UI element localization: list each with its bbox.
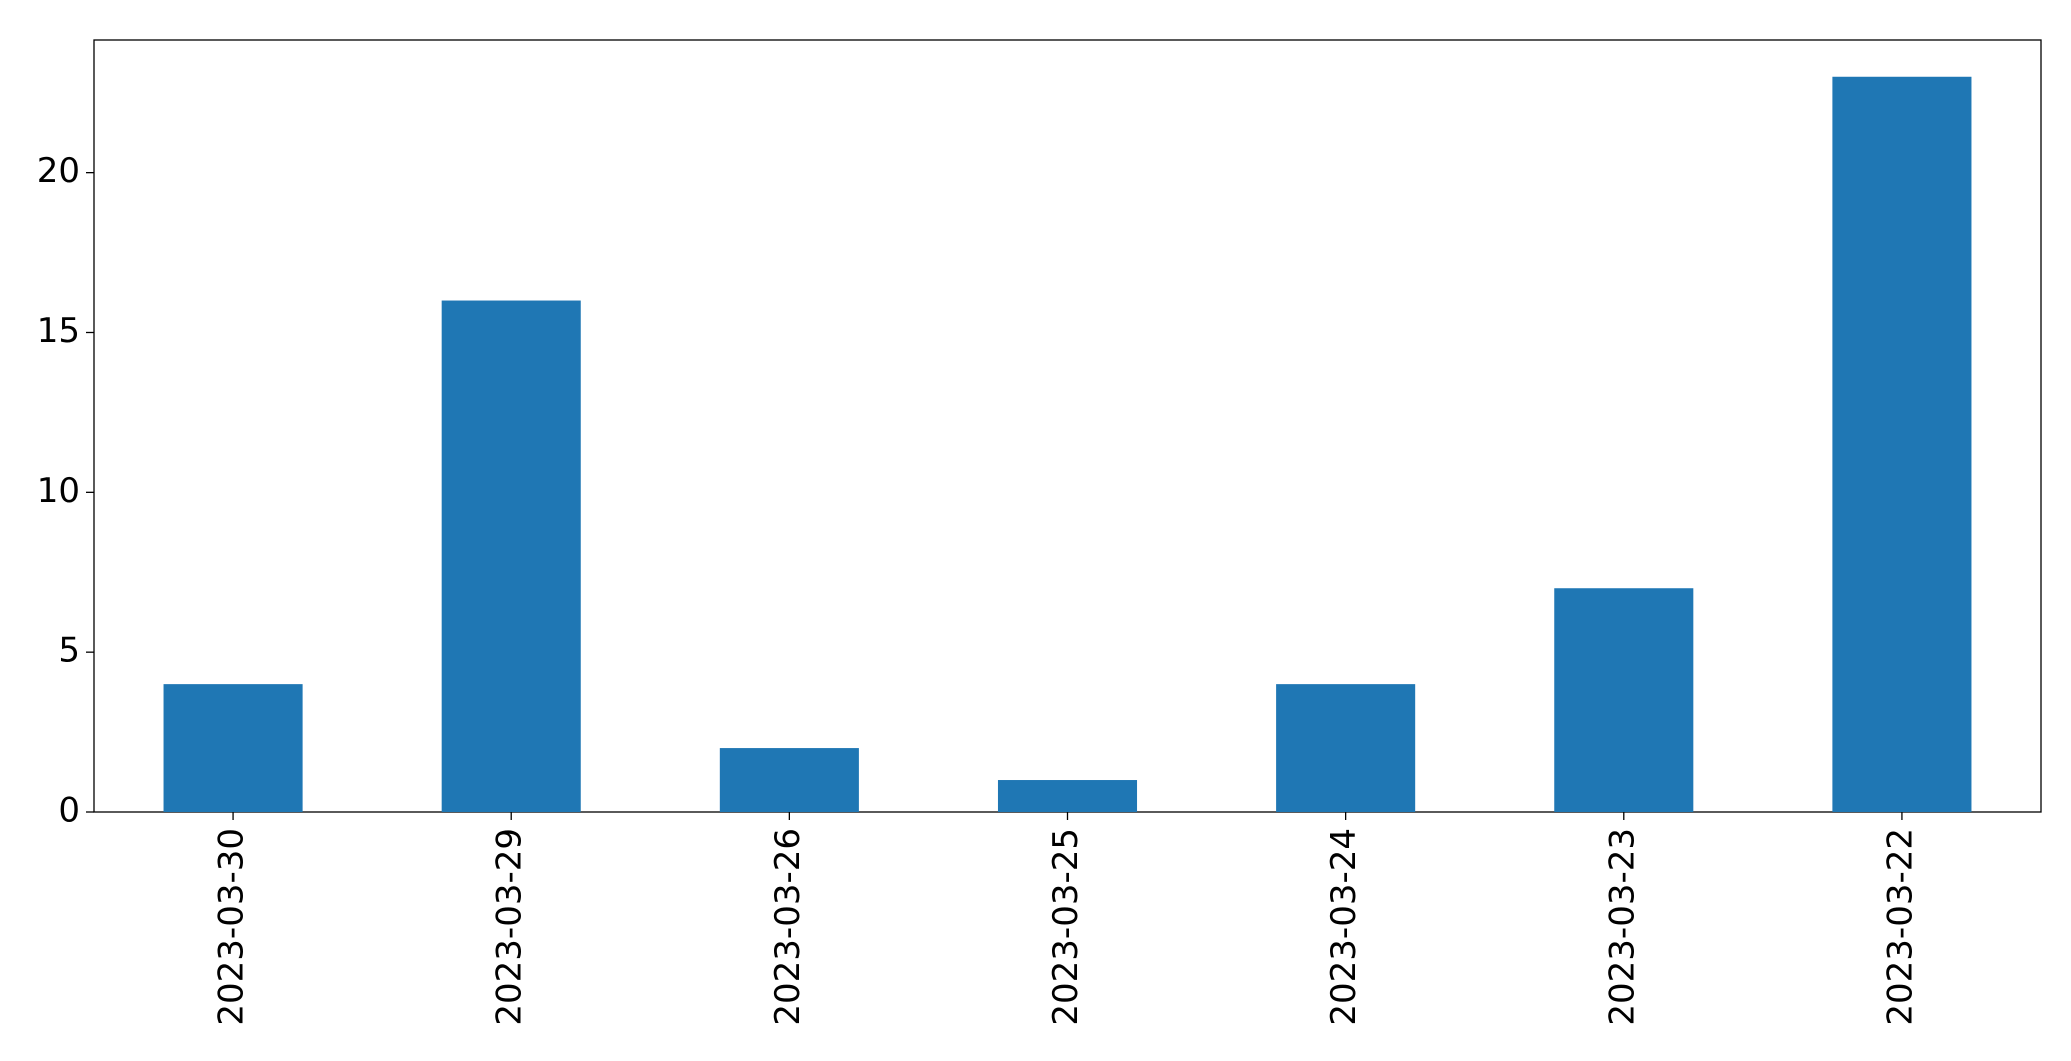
bar [1554,588,1694,812]
y-tick-label: 10 [37,471,80,511]
y-tick-label: 20 [37,151,80,191]
bar [719,748,859,812]
plot-frame [93,39,2042,813]
x-tick-label: 2023-03-24 [1324,828,1364,1026]
x-tick-label: 2023-03-29 [490,828,530,1026]
y-tick-label: 0 [58,791,80,831]
bar [997,780,1138,812]
x-tick-label: 2023-03-23 [1602,828,1642,1026]
bar [163,684,303,812]
x-tick-label: 2023-03-26 [768,828,808,1026]
y-tick-label: 15 [37,311,80,351]
x-tick-label: 2023-03-30 [212,828,252,1026]
x-tick-label: 2023-03-25 [1046,828,1086,1026]
bar [441,300,581,812]
bar [1832,76,1972,812]
bar [1276,684,1416,812]
x-tick-label: 2023-03-22 [1880,828,1920,1026]
y-tick-label: 5 [58,631,80,671]
